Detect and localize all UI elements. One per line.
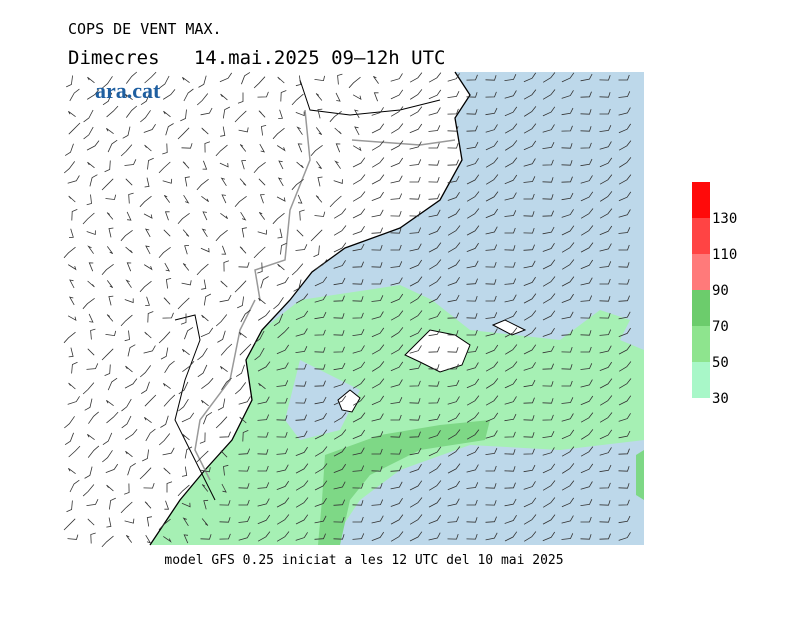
border [194,109,456,481]
colorbar: 30 50 70 90 110 130 [692,182,737,407]
colorbar-label: 130 [712,211,737,227]
island [337,319,527,413]
wind-area [150,285,644,545]
colorbar-label: 70 [712,319,729,335]
colorbar-segment [692,218,710,254]
wind-barbs [63,71,632,548]
colorbar-segment [692,362,710,398]
colorbar-segment [692,290,710,326]
map: ara.cat [63,71,644,548]
colorbar-label: 30 [712,391,729,407]
colorbar-label: 90 [712,283,729,299]
colorbar-label: 50 [712,355,729,371]
colorbar-segment [692,182,710,218]
colorbar-segment [692,326,710,362]
footer: model GFS 0.25 iniciat a les 12 UTC del … [164,553,563,568]
title: COPS DE VENT MAX. [68,20,222,38]
border [174,79,441,501]
coastline [149,71,471,546]
barb [63,71,632,548]
logo: ara.cat [95,78,161,103]
colorbar-segment [692,254,710,290]
wind-area-strong [318,420,644,545]
colorbar-label: 110 [712,247,737,263]
subtitle: Dimecres 14.mai.2025 09–12h UTC [68,47,446,69]
